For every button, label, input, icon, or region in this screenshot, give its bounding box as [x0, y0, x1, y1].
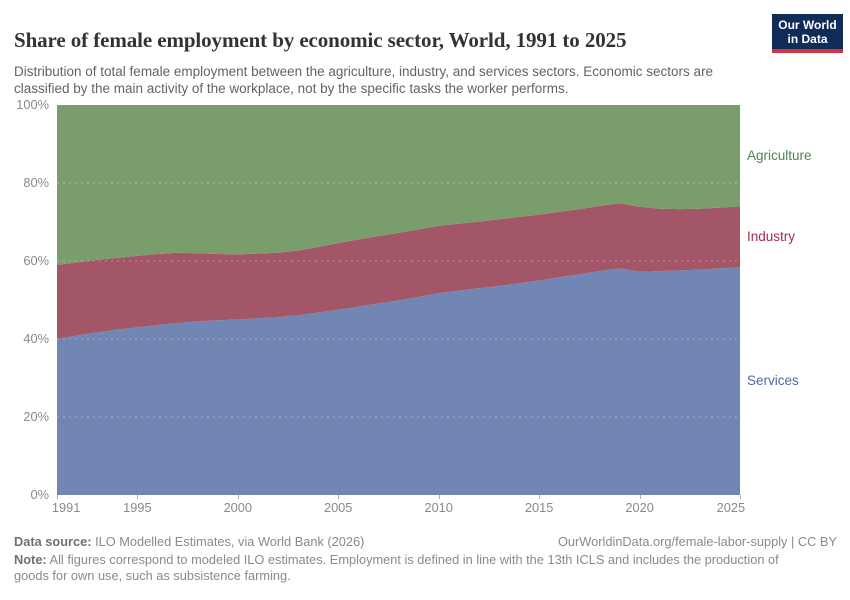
- x-tick-2000: [237, 495, 239, 499]
- series-label-services: Services: [747, 373, 799, 389]
- x-tick-2015: [539, 495, 541, 499]
- x-tick-2025: [740, 495, 741, 499]
- note-line: Note: All figures correspond to modeled …: [14, 552, 806, 584]
- x-axis-label-2020: 2020: [625, 500, 654, 515]
- series-label-industry: Industry: [747, 228, 796, 244]
- stacked-area-plot: [57, 105, 740, 495]
- owid-logo-line2: in Data: [787, 32, 828, 46]
- note-text: All figures correspond to modeled ILO es…: [14, 552, 779, 583]
- x-axis-label-2010: 2010: [424, 500, 453, 515]
- owid-logo-line1: Our World: [778, 18, 837, 32]
- x-tick-2010: [438, 495, 440, 499]
- series-label-agriculture: Agriculture: [747, 147, 812, 163]
- y-axis-label-20: 20%: [23, 409, 49, 424]
- y-axis-label-100: 100%: [16, 97, 49, 112]
- y-axis-label-80: 80%: [23, 175, 49, 190]
- area-agriculture: [57, 105, 740, 265]
- data-source-line: Data source: ILO Modelled Estimates, via…: [14, 534, 364, 549]
- y-axis-label-40: 40%: [23, 331, 49, 346]
- x-axis-label-2005: 2005: [323, 500, 353, 515]
- y-axis-label-60: 60%: [23, 253, 49, 268]
- y-axis-label-0: 0%: [30, 487, 50, 502]
- x-tick-2005: [338, 495, 340, 499]
- owid-logo[interactable]: Our World in Data: [772, 14, 843, 53]
- area-industry: [57, 203, 740, 339]
- page-title: Share of female employment by economic s…: [14, 28, 627, 53]
- data-source-label: Data source:: [14, 534, 92, 549]
- data-source-text: ILO Modelled Estimates, via World Bank (…: [91, 534, 365, 549]
- x-axis-label-1995: 1995: [123, 500, 152, 515]
- x-axis-label-2000: 2000: [223, 500, 253, 515]
- x-tick-2020: [639, 495, 641, 499]
- chart-subtitle: Distribution of total female employment …: [14, 63, 714, 97]
- note-label: Note:: [14, 552, 47, 567]
- x-axis-label-2025: 2025: [716, 500, 746, 515]
- owid-url-link[interactable]: OurWorldinData.org/female-labor-supply |…: [557, 534, 837, 549]
- x-axis-label-1991: 1991: [51, 500, 81, 515]
- area-services: [57, 267, 740, 495]
- x-axis-label-2015: 2015: [524, 500, 554, 515]
- x-tick-1995: [137, 495, 139, 499]
- x-tick-1991: [57, 495, 58, 499]
